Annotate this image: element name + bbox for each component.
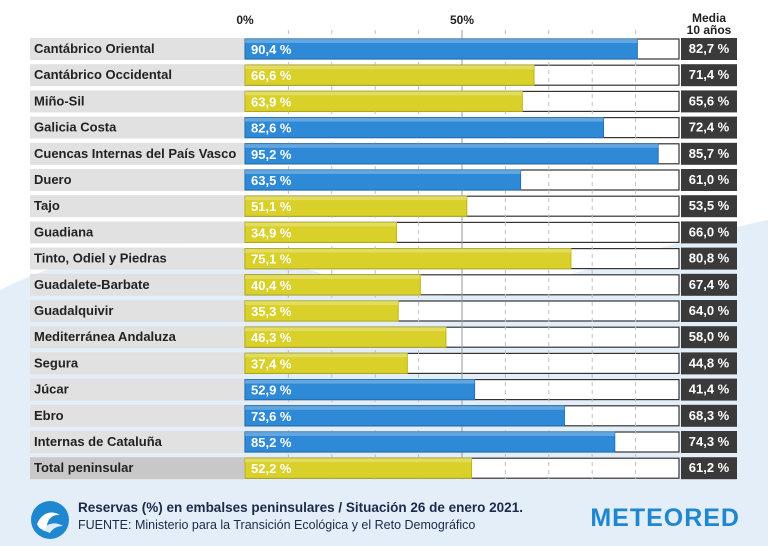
bar-value-label: 52,2 % — [251, 461, 292, 476]
region-label: Tajo — [34, 198, 60, 213]
bar-value-label: 90,4 % — [251, 42, 292, 57]
bar-highlight — [245, 39, 637, 43]
bar-highlight — [245, 118, 603, 122]
region-label: Cuencas Internas del País Vasco — [34, 146, 236, 161]
axis-tick-50: 50% — [450, 13, 474, 27]
source-note: FUENTE: Ministerio para la Transición Ec… — [78, 518, 475, 532]
chart-caption: Reservas (%) en embalses peninsulares / … — [78, 500, 523, 515]
region-label: Guadalquivir — [34, 303, 113, 318]
avg-value-label: 53,5 % — [689, 198, 730, 213]
region-label: Duero — [34, 172, 72, 187]
bar-value-label: 46,3 % — [251, 330, 292, 345]
bar-value-label: 73,6 % — [251, 409, 292, 424]
bar-value-label: 37,4 % — [251, 356, 292, 371]
avg-header-line2: 10 años — [687, 23, 732, 37]
avg-value-label: 41,4 % — [689, 382, 730, 397]
row-label-bg — [30, 195, 244, 217]
region-label: Segura — [34, 355, 79, 370]
region-label: Guadalete-Barbate — [34, 277, 150, 292]
bar-highlight — [245, 432, 615, 436]
avg-value-label: 64,0 % — [689, 303, 730, 318]
avg-value-label: 44,8 % — [689, 355, 730, 370]
avg-value-label: 72,4 % — [689, 120, 730, 135]
region-label: Cantábrico Oriental — [34, 41, 155, 56]
bar-highlight — [245, 144, 658, 148]
bar-value-label: 34,9 % — [251, 225, 292, 240]
region-label: Júcar — [34, 382, 69, 397]
region-label: Galicia Costa — [34, 120, 117, 135]
meteored-brand-logo: METEORED — [590, 504, 740, 533]
region-label: Guadiana — [34, 224, 94, 239]
region-label: Total peninsular — [34, 460, 133, 475]
avg-value-label: 66,0 % — [689, 224, 730, 239]
footer: Reservas (%) en embalses peninsulares / … — [30, 498, 750, 542]
avg-value-label: 74,3 % — [689, 434, 730, 449]
bar-value-label: 63,9 % — [251, 94, 292, 109]
avg-value-label: 65,6 % — [689, 93, 730, 108]
bar-value-label: 63,5 % — [251, 173, 292, 188]
bar-value-label: 82,6 % — [251, 121, 292, 136]
avg-value-label: 58,0 % — [689, 329, 730, 344]
region-label: Tinto, Odiel y Piedras — [34, 251, 167, 266]
avg-value-label: 82,7 % — [689, 41, 730, 56]
bar-value-label: 51,1 % — [251, 199, 292, 214]
bar-highlight — [245, 249, 571, 253]
region-label: Mediterránea Andaluza — [34, 329, 177, 344]
avg-value-label: 61,0 % — [689, 172, 730, 187]
bar-value-label: 52,9 % — [251, 383, 292, 398]
region-label: Ebro — [34, 408, 64, 423]
avg-value-label: 67,4 % — [689, 277, 730, 292]
avg-value-label: 85,7 % — [689, 146, 730, 161]
meteored-wave-logo-icon — [30, 500, 70, 540]
axis-tick-0: 0% — [236, 13, 254, 27]
bar-value-label: 40,4 % — [251, 278, 292, 293]
region-label: Cantábrico Occidental — [34, 67, 172, 82]
avg-value-label: 61,2 % — [689, 460, 730, 475]
avg-value-label: 80,8 % — [689, 251, 730, 266]
avg-value-label: 68,3 % — [689, 408, 730, 423]
region-label: Internas de Cataluña — [34, 434, 163, 449]
reservoir-bar-chart: 0%50%Media10 añosCantábrico OrientalCant… — [0, 0, 768, 500]
bar-highlight — [245, 406, 564, 410]
bar-value-label: 35,3 % — [251, 304, 292, 319]
region-label: Miño-Sil — [34, 93, 85, 108]
bar-value-label: 85,2 % — [251, 435, 292, 450]
bar-value-label: 66,6 % — [251, 68, 292, 83]
bar-value-label: 95,2 % — [251, 147, 292, 162]
bar-value-label: 75,1 % — [251, 252, 292, 267]
avg-value-label: 71,4 % — [689, 67, 730, 82]
